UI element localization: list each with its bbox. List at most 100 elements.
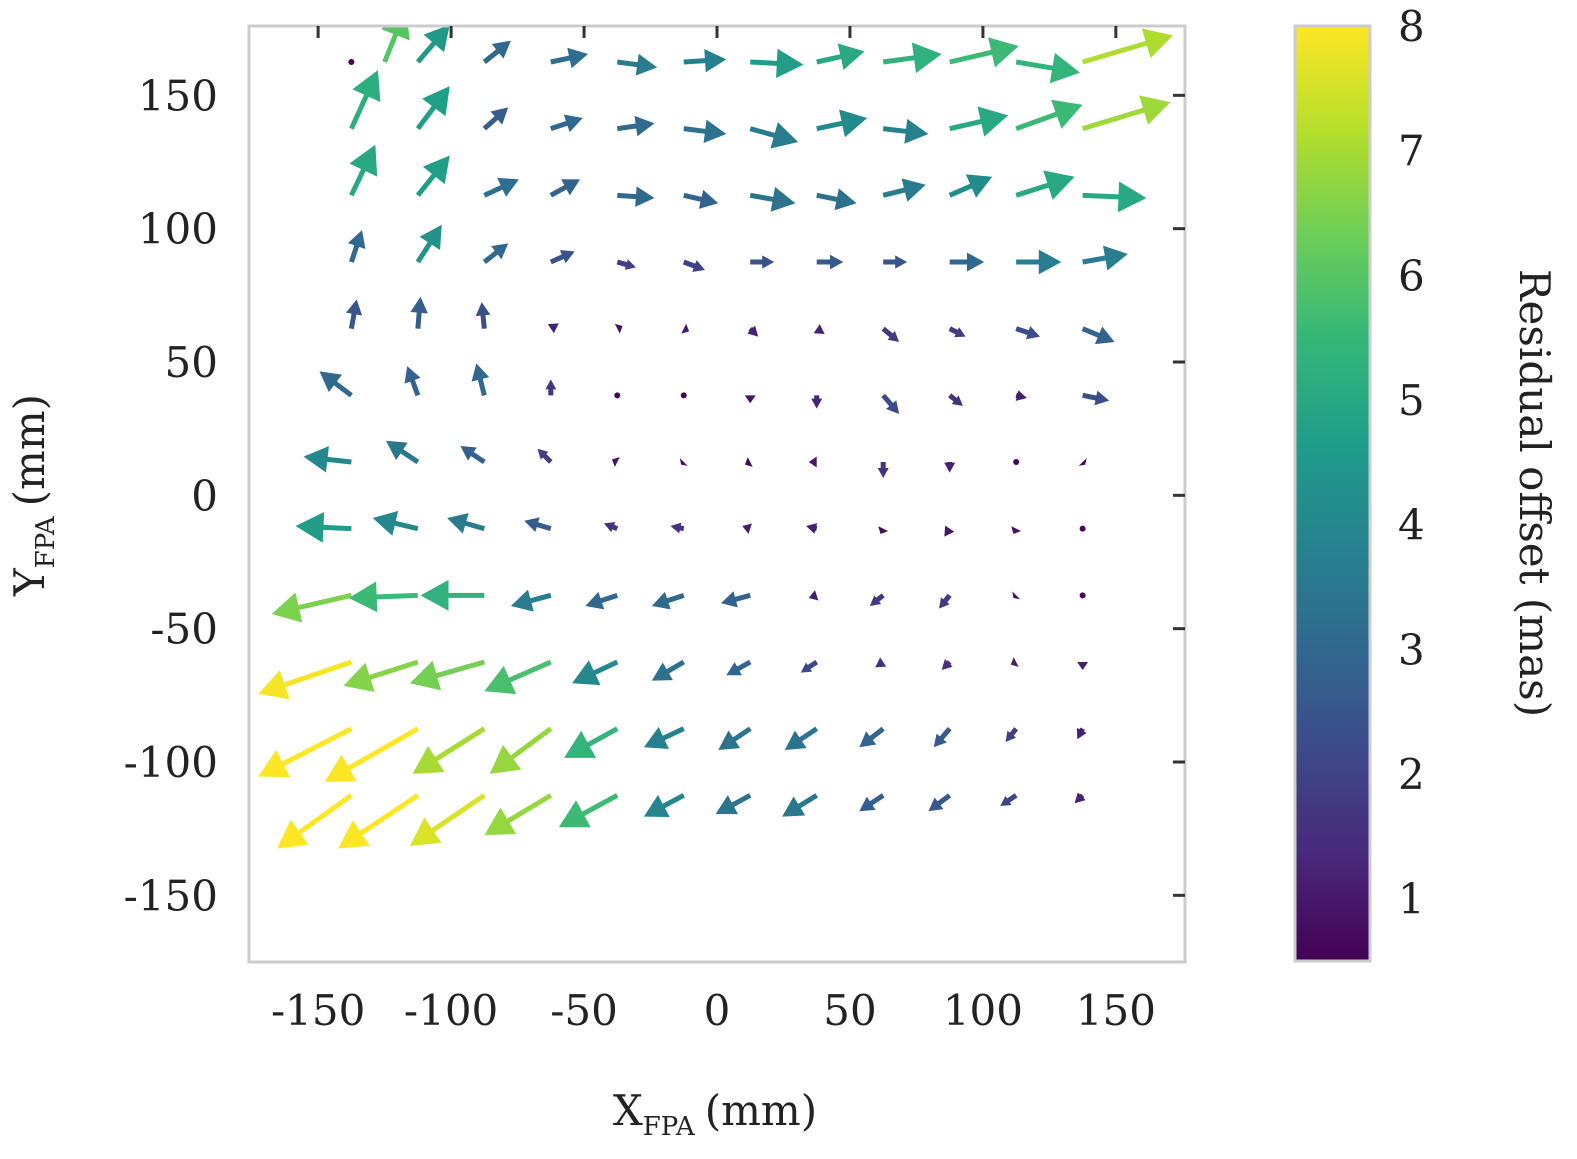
quiver-arrow [471,363,490,396]
y-tick-label: 150 [138,71,218,120]
colorbar-gradient [1293,24,1372,963]
quiver-arrow [742,523,752,534]
quiver-arrow [348,59,355,65]
quiver-arrow [859,726,885,748]
colorbar-tick-label: 2 [1398,750,1425,799]
quiver-arrow [1079,525,1086,532]
quiver-arrow [881,326,900,342]
colorbar-tick-label: 5 [1398,376,1425,425]
quiver-arrow [939,593,952,609]
quiver-arrow [882,42,942,74]
x-axis-tick-labels: -150 -100 -50 0 50 100 150 [271,986,1156,1035]
quiver-arrow [744,457,753,467]
y-axis-label: YFPA (mm) [5,394,61,597]
quiver-arrow [460,446,486,465]
quiver-arrow [347,230,366,263]
colorbar-tick-label: 6 [1398,251,1425,300]
quiver-arrow [410,296,428,329]
quiver-arrow [944,462,956,473]
quiver-arrow [808,456,817,468]
x-tick-label: -150 [271,986,365,1035]
quiver-arrow [680,392,687,399]
quiver-arrow [683,119,727,144]
quiver-arrow [415,224,442,264]
quiver-arrow [720,591,751,608]
quiver-arrow [744,395,756,404]
y-tick-label: 50 [165,338,218,387]
colorbar: 1 2 3 4 5 6 7 8 Residual offset (mas) [1293,2,1559,963]
quiver-arrow [948,174,993,198]
y-axis-label-unit: (mm) [5,394,54,506]
quiver-arrow [800,659,819,673]
y-axis-label-main: Y [5,567,54,597]
quiver-arrow [258,726,353,778]
quiver-arrow [348,581,418,613]
quiver-arrow [643,793,685,817]
x-axis-label: XFPA (mm) [613,1086,817,1142]
quiver-arrow [882,118,929,144]
quiver-arrow [949,37,1019,68]
quiver-arrow [1082,390,1110,406]
quiver-arrow [806,523,818,534]
x-tick-label: 100 [943,986,1023,1035]
x-tick-label: 0 [704,986,731,1035]
quiver-arrow [1011,526,1022,534]
x-axis-label-unit: (mm) [705,1086,817,1135]
quiver-arrow [484,659,552,695]
quiver-arrow [749,122,799,149]
quiver-arrow [682,259,706,272]
quiver-arrow [603,521,619,533]
quiver-arrow [550,47,589,69]
quiver-arrow [1015,390,1027,401]
colorbar-tick-label: 1 [1398,875,1425,924]
quiver-arrow [409,659,486,691]
quiver-arrow [750,255,775,269]
quiver-arrow [482,40,511,64]
quiver-arrow [415,86,450,131]
quiver-arrow [878,526,889,534]
quiver-arrow [859,793,885,812]
quiver-arrow [1081,95,1171,132]
quiver-arrow [1015,99,1083,132]
quiver-arrow [683,189,719,209]
quiver-arrow [412,726,486,774]
quiver-arrow [404,366,421,397]
quiver-arrow [614,392,621,399]
plot-frame [247,24,1187,964]
quiver-arrow [415,26,450,64]
quiver-arrow [537,448,553,464]
quiver-arrow [572,659,619,686]
quiver-arrow [549,179,581,198]
quiver-arrow [475,302,491,329]
arrow-field [258,26,1174,849]
quiver-arrow [651,659,686,681]
quiver-arrow [1015,170,1075,200]
quiver-arrow [816,109,868,138]
quiver-arrow [1081,28,1174,65]
quiver-arrow [933,727,952,748]
quiver-arrow [585,591,619,610]
quiver-arrow [816,188,857,211]
quiver-arrow [324,726,420,782]
quiver-arrow [276,793,353,849]
quiver-arrow [611,457,620,467]
quiver-arrow [643,726,685,749]
y-tick-label: -50 [150,605,218,654]
quiver-arrow [547,323,559,334]
y-tick-label: 100 [138,205,218,254]
quiver-arrow [319,371,353,398]
quiver-arrow [1013,459,1020,465]
quiver-arrow [372,510,419,536]
quiver-arrow [614,323,623,334]
quiver-arrow [1076,727,1087,740]
quiver-arrow [782,793,819,817]
quiver-arrow [616,53,658,76]
quiver-arrow [877,462,889,478]
quiver-arrow [617,186,655,207]
quiver-arrow [420,579,485,611]
quiver-arrow [941,659,953,670]
quiver-arrow [750,48,804,78]
plot-area: -150 -100 -50 0 50 100 150 -150 -100 -50 0 50 100 15… [124,24,1187,1035]
quiver-arrow [1000,793,1018,806]
